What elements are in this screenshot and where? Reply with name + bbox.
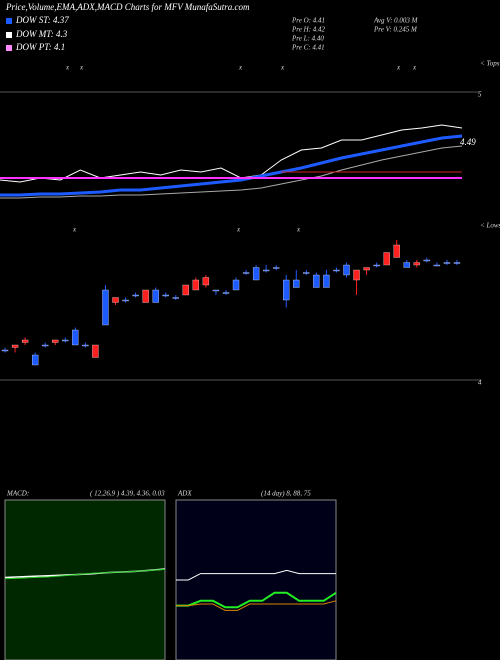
series-line	[176, 591, 337, 609]
candle-body	[1, 349, 9, 352]
chart-title: Price,Volume,EMA,ADX,MACD Charts for MFV…	[5, 2, 250, 12]
series-line	[4, 568, 166, 580]
top-marker: x	[280, 64, 285, 72]
candle-body	[333, 269, 340, 272]
candle-body	[303, 272, 310, 274]
candle-body	[42, 344, 49, 347]
series-line	[0, 124, 463, 183]
candle-body	[393, 244, 400, 258]
panel-subtitle: ( 12,26,9 ) 4.39, 4.36, 0.03	[90, 490, 165, 498]
top-marker: x	[238, 64, 243, 72]
candle-body	[162, 294, 169, 297]
panel-background	[4, 499, 166, 660]
candle-body	[212, 289, 220, 292]
candle-body	[353, 269, 360, 281]
candle-body	[453, 262, 461, 264]
candle-body	[252, 267, 260, 281]
candle-body	[242, 272, 250, 274]
info: Pre L: 4.40	[291, 35, 324, 43]
candle-body	[383, 252, 390, 266]
info: Pre H: 4.42	[291, 26, 325, 34]
candle-body	[262, 269, 270, 272]
series-line	[0, 134, 463, 197]
legend-label: DOW PT: 4.1	[15, 42, 65, 52]
candle-body	[62, 339, 69, 342]
candle-body	[152, 289, 159, 303]
candle-body	[423, 259, 431, 262]
candle-body	[222, 292, 230, 294]
panel-title: ADX	[177, 490, 192, 498]
candle-body	[293, 279, 300, 288]
panel-title: MACD:	[6, 490, 29, 498]
top-marker: x	[65, 64, 70, 72]
lows-label: < Lows	[480, 222, 500, 230]
price-label: 4.49	[460, 137, 476, 147]
legend-swatch	[6, 45, 12, 51]
y-tick-label: 5	[478, 91, 482, 99]
candle-body	[172, 297, 179, 299]
legend-label: DOW MT: 4.3	[15, 29, 68, 39]
series-line	[0, 145, 463, 199]
top-marker: x	[79, 64, 84, 72]
legend-swatch	[6, 18, 12, 24]
info: Pre C: 4.41	[291, 44, 325, 52]
tops-label: < Tops	[480, 60, 500, 68]
info: Avg V: 0.003 M	[373, 17, 419, 25]
candle-body	[373, 264, 380, 267]
y-tick-label: 4	[478, 379, 482, 387]
candle-body	[182, 284, 189, 296]
candle-body	[52, 339, 59, 343]
candle-body	[323, 274, 330, 288]
low-marker: x	[72, 226, 77, 234]
candle-body	[313, 274, 320, 288]
candle-body	[192, 279, 200, 291]
candle-body	[11, 344, 19, 348]
candle-body	[31, 354, 39, 366]
candle-body	[413, 262, 420, 266]
legend-swatch	[6, 32, 12, 38]
candle-body	[433, 264, 441, 267]
series-line	[176, 569, 336, 581]
candle-body	[343, 264, 350, 276]
candle-body	[72, 329, 79, 346]
top-marker: x	[396, 64, 401, 72]
top-marker: x	[412, 64, 417, 72]
candle-body	[363, 267, 370, 271]
low-marker: x	[296, 226, 301, 234]
candle-body	[92, 344, 99, 358]
info: Pre V: 0.245 M	[373, 26, 418, 34]
candle-body	[273, 267, 280, 269]
candle-body	[122, 299, 129, 302]
series-line	[176, 600, 337, 611]
candle-body	[443, 262, 451, 264]
candle-body	[283, 279, 290, 301]
panel-subtitle: (14 day) 8, 88, 75	[261, 490, 311, 498]
candle-body	[202, 277, 210, 286]
candle-body	[142, 289, 149, 303]
candle-body	[21, 339, 29, 343]
low-marker: x	[236, 226, 241, 234]
legend-label: DOW ST: 4.37	[15, 15, 69, 25]
candle-body	[102, 289, 109, 326]
candle-body	[403, 262, 410, 268]
candle-body	[132, 294, 139, 297]
panel-background	[175, 499, 337, 660]
candle-body	[232, 279, 240, 291]
info: Pre O: 4.41	[291, 17, 325, 25]
candle-body	[112, 297, 119, 303]
candle-body	[82, 344, 89, 347]
